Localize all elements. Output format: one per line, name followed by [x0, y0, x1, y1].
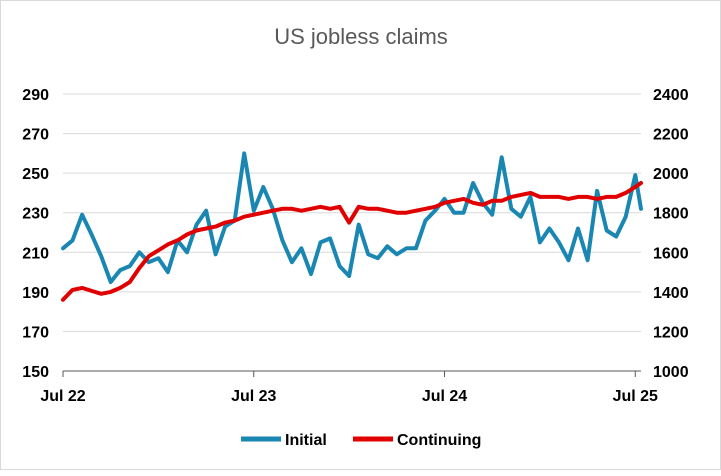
y-left-tick-label: 290 — [22, 87, 49, 104]
y-right-tick-label: 2000 — [653, 166, 689, 183]
y-right-tick-label: 1000 — [653, 364, 689, 381]
y-right-tick-label: 1400 — [653, 285, 689, 302]
y-left-tick-label: 190 — [22, 285, 49, 302]
series-lines — [61, 151, 643, 302]
legend-label-initial: Initial — [285, 432, 327, 449]
y-left-tick-label: 250 — [22, 166, 49, 183]
y-left-tick-label: 230 — [22, 206, 49, 223]
y-right-tick-label: 2400 — [653, 87, 689, 104]
x-tick-label: Jul 25 — [613, 388, 658, 405]
y-right-tick-label: 1200 — [653, 324, 689, 341]
y-right-tick-label: 1800 — [653, 206, 689, 223]
x-tick-label: Jul 24 — [422, 388, 467, 405]
y-right-tick-label: 1600 — [653, 245, 689, 262]
y-right-tick-label: 2200 — [653, 127, 689, 144]
x-tick-label: Jul 23 — [231, 388, 276, 405]
y-axis-left-labels: 290 270 250 230 210 190 170 150 — [22, 87, 49, 381]
y-left-tick-label: 210 — [22, 245, 49, 262]
series-line-continuing — [61, 181, 643, 302]
y-axis-right-labels: 2400 2200 2000 1800 1600 1400 1200 1000 — [653, 87, 689, 381]
chart-title: US jobless claims — [274, 24, 448, 49]
series-line-initial — [61, 151, 643, 284]
y-left-tick-label: 270 — [22, 127, 49, 144]
x-axis-labels: Jul 22 Jul 23 Jul 24 Jul 25 — [40, 388, 658, 405]
legend: Initial Continuing — [241, 432, 481, 449]
y-left-tick-label: 150 — [22, 364, 49, 381]
axes — [62, 370, 641, 377]
x-tick-label: Jul 22 — [40, 388, 85, 405]
legend-label-continuing: Continuing — [397, 432, 481, 449]
y-left-tick-label: 170 — [22, 324, 49, 341]
